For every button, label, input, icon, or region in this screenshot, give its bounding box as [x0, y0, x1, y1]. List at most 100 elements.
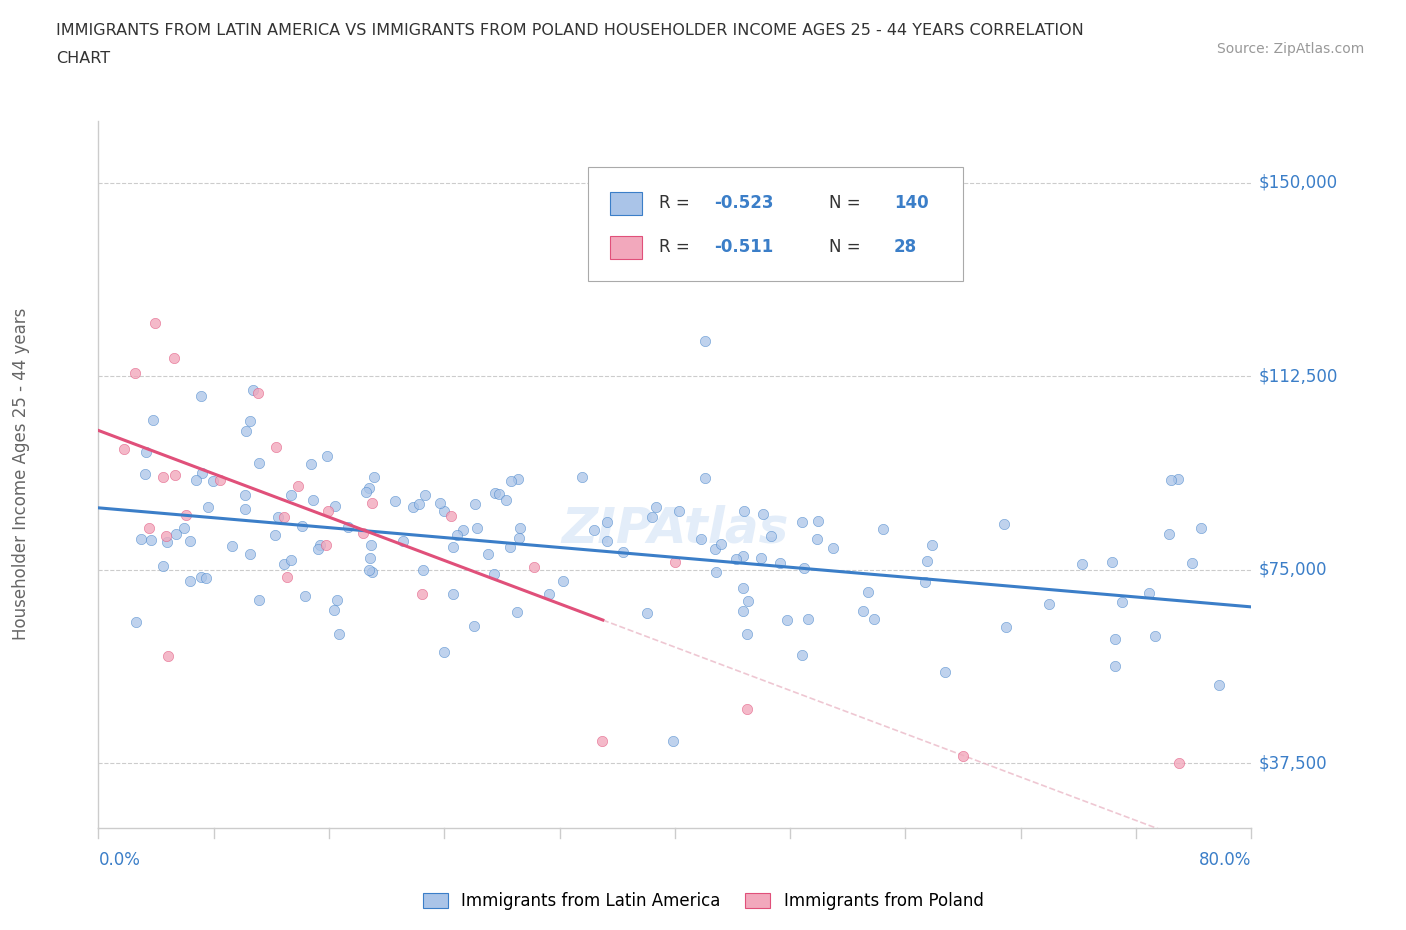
- Point: [724, 551, 747, 566]
- Point: [235, 423, 257, 438]
- Point: [195, 571, 218, 586]
- Point: [793, 561, 815, 576]
- Point: [1071, 556, 1094, 571]
- Point: [190, 388, 212, 403]
- Point: [307, 541, 329, 556]
- Point: [464, 497, 486, 512]
- Point: [440, 509, 463, 524]
- Point: [174, 508, 197, 523]
- Point: [737, 593, 759, 608]
- Point: [384, 494, 406, 509]
- Point: [264, 439, 287, 454]
- Text: CHART: CHART: [56, 51, 110, 66]
- Point: [807, 513, 830, 528]
- Point: [749, 551, 772, 565]
- Point: [1181, 556, 1204, 571]
- Point: [163, 351, 186, 365]
- Point: [323, 498, 346, 513]
- Point: [138, 521, 160, 536]
- Text: ZIPAtlas: ZIPAtlas: [561, 504, 789, 552]
- Point: [484, 485, 506, 500]
- Point: [914, 575, 936, 590]
- Point: [612, 544, 634, 559]
- Point: [921, 538, 943, 552]
- Point: [872, 522, 894, 537]
- Text: 80.0%: 80.0%: [1199, 851, 1251, 869]
- Point: [995, 620, 1018, 635]
- Point: [402, 500, 425, 515]
- Point: [411, 587, 433, 602]
- Point: [273, 557, 295, 572]
- Point: [1160, 472, 1182, 487]
- Text: R =: R =: [659, 194, 695, 212]
- Point: [239, 547, 262, 562]
- Point: [280, 487, 302, 502]
- Point: [952, 748, 974, 763]
- Point: [155, 528, 177, 543]
- Point: [1208, 678, 1230, 693]
- Point: [357, 563, 380, 578]
- Point: [446, 528, 468, 543]
- Point: [129, 532, 152, 547]
- Point: [752, 507, 775, 522]
- Point: [280, 552, 302, 567]
- Point: [451, 523, 474, 538]
- Point: [1104, 631, 1126, 646]
- Point: [690, 532, 713, 547]
- Point: [361, 496, 384, 511]
- Point: [156, 534, 179, 549]
- Point: [443, 587, 465, 602]
- Point: [361, 565, 384, 579]
- Point: [173, 521, 195, 536]
- Point: [413, 488, 436, 503]
- Point: [124, 365, 146, 380]
- Point: [294, 589, 316, 604]
- Point: [775, 613, 797, 628]
- Point: [433, 645, 456, 660]
- Point: [267, 510, 290, 525]
- Text: R =: R =: [659, 238, 695, 257]
- Point: [316, 503, 339, 518]
- Point: [316, 448, 339, 463]
- Point: [482, 566, 505, 581]
- Point: [769, 555, 792, 570]
- Bar: [610, 192, 641, 215]
- Point: [299, 457, 322, 472]
- Point: [506, 604, 529, 619]
- Point: [247, 592, 270, 607]
- Point: [668, 503, 690, 518]
- Point: [242, 382, 264, 397]
- Text: N =: N =: [830, 238, 866, 257]
- Point: [287, 478, 309, 493]
- Point: [1167, 472, 1189, 486]
- FancyBboxPatch shape: [588, 167, 963, 281]
- Point: [523, 559, 546, 574]
- Point: [124, 615, 146, 630]
- Point: [233, 488, 256, 503]
- Point: [336, 519, 359, 534]
- Point: [596, 534, 619, 549]
- Point: [477, 546, 499, 561]
- Point: [276, 570, 298, 585]
- Point: [645, 500, 668, 515]
- Point: [704, 541, 727, 556]
- Point: [571, 470, 593, 485]
- Point: [1189, 521, 1212, 536]
- Point: [143, 316, 166, 331]
- Text: 28: 28: [894, 238, 917, 257]
- Point: [806, 531, 828, 546]
- Point: [463, 618, 485, 633]
- Point: [191, 465, 214, 480]
- Point: [247, 456, 270, 471]
- Point: [157, 649, 180, 664]
- Point: [301, 493, 323, 508]
- Point: [179, 534, 201, 549]
- Text: IMMIGRANTS FROM LATIN AMERICA VS IMMIGRANTS FROM POLAND HOUSEHOLDER INCOME AGES : IMMIGRANTS FROM LATIN AMERICA VS IMMIGRA…: [56, 23, 1084, 38]
- Point: [735, 702, 758, 717]
- Point: [208, 473, 231, 488]
- Point: [152, 559, 174, 574]
- Point: [408, 496, 430, 511]
- Point: [356, 485, 378, 499]
- Point: [1101, 554, 1123, 569]
- Point: [993, 517, 1015, 532]
